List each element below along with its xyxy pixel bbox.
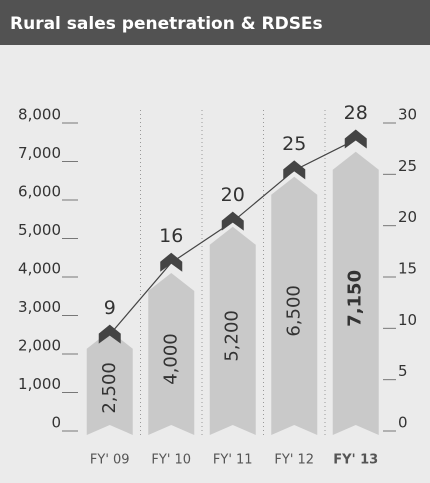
bar-value-label: 7,150 xyxy=(345,270,366,327)
chart-title: Rural sales penetration & RDSEs xyxy=(10,14,323,34)
x-tick-label: FY' 11 xyxy=(213,453,253,468)
y-tick-label: 4,000 xyxy=(18,260,61,278)
header xyxy=(0,0,430,45)
y-tick-label: 0 xyxy=(51,414,61,432)
y-tick-label: 6,000 xyxy=(18,183,61,201)
line-value-label: 20 xyxy=(221,184,245,206)
bar xyxy=(148,273,195,435)
x-tick-label: FY' 12 xyxy=(274,453,314,468)
bar-value-label: 2,500 xyxy=(99,362,120,414)
line-value-label: 16 xyxy=(159,225,183,247)
x-tick-label: FY' 10 xyxy=(151,453,191,468)
bar-value-label: 4,000 xyxy=(160,333,181,385)
line-value-label: 25 xyxy=(282,133,306,155)
y2-tick-label: 25 xyxy=(398,157,417,175)
y-tick-label: 3,000 xyxy=(18,298,61,316)
y-tick-label: 7,000 xyxy=(18,144,61,162)
y2-tick-label: 30 xyxy=(398,106,417,124)
y-tick-label: 8,000 xyxy=(18,106,61,124)
y-tick-label: 5,000 xyxy=(18,221,61,239)
x-tick-label: FY' 09 xyxy=(90,453,130,468)
bar xyxy=(332,151,379,435)
line-value-label: 9 xyxy=(104,297,116,319)
marker xyxy=(344,129,367,149)
y2-tick-label: 5 xyxy=(398,362,408,380)
bar xyxy=(271,176,318,435)
bar xyxy=(86,330,133,435)
marker xyxy=(160,252,183,272)
marker xyxy=(98,324,121,344)
bar-value-label: 5,200 xyxy=(222,310,243,362)
y2-tick-label: 10 xyxy=(398,311,417,329)
y2-tick-label: 0 xyxy=(398,414,408,432)
marker xyxy=(221,211,244,231)
y2-tick-label: 20 xyxy=(398,208,417,226)
x-tick-label: FY' 13 xyxy=(333,453,378,468)
y-tick-label: 1,000 xyxy=(18,375,61,393)
bar xyxy=(209,226,256,435)
y2-tick-label: 15 xyxy=(398,260,417,278)
marker xyxy=(283,160,306,180)
y-tick-label: 2,000 xyxy=(18,337,61,355)
line-value-label: 28 xyxy=(344,102,368,124)
bar-value-label: 6,500 xyxy=(283,285,304,337)
